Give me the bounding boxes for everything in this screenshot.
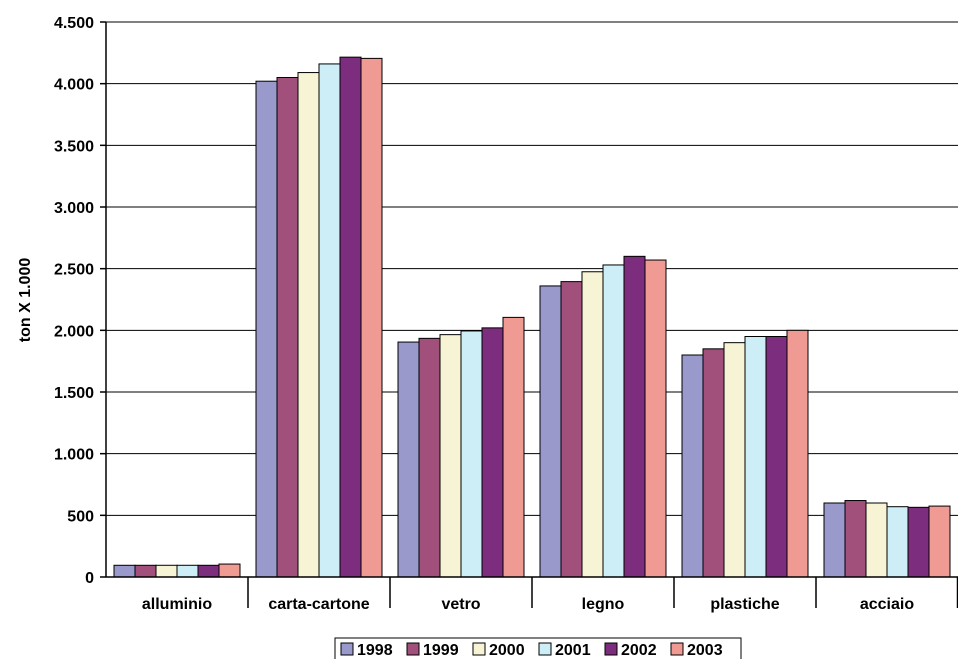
- legend-swatch-1998: [340, 642, 354, 656]
- bar-carta-cartone-2003: [360, 57, 383, 578]
- y-tick-label: 500: [67, 508, 94, 525]
- legend-label-1998: 1998: [357, 642, 393, 659]
- bar-vetro-2002: [481, 327, 504, 578]
- bar-vetro-2001: [460, 330, 483, 578]
- x-category-label: vetro: [441, 596, 480, 613]
- legend-label-2002: 2002: [621, 642, 657, 659]
- bar-legno-2003: [644, 259, 667, 578]
- legend-label-1999: 1999: [423, 642, 459, 659]
- legend-swatch-2002: [604, 642, 618, 656]
- legend-swatch-2000: [472, 642, 486, 656]
- bar-plastiche-2000: [723, 342, 746, 578]
- bar-vetro-1999: [418, 337, 441, 578]
- bar-acciaio-2001: [886, 506, 909, 578]
- bar-plastiche-1998: [681, 354, 704, 578]
- y-tick-label: 2.500: [54, 262, 94, 279]
- legend-swatch-2001: [538, 642, 552, 656]
- y-tick-label: 3.500: [54, 138, 94, 155]
- bar-plastiche-1999: [702, 348, 725, 578]
- y-tick-labels: 0 500 1.000 1.500 2.000 2.500 3.000 3.500 4.000 4…: [54, 15, 94, 587]
- axes: [100, 21, 958, 608]
- x-category-label: carta-cartone: [268, 596, 369, 613]
- bar-legno-2002: [623, 255, 646, 578]
- y-axis-title: ton X 1.000: [17, 258, 34, 343]
- bar-carta-cartone-2000: [297, 72, 320, 578]
- y-tick-label: 3.000: [54, 200, 94, 217]
- bar-legno-2000: [581, 271, 604, 578]
- legend-label-2001: 2001: [555, 642, 591, 659]
- bar-legno-1999: [560, 281, 583, 578]
- x-category-label: plastiche: [710, 596, 779, 613]
- gridlines: [106, 21, 958, 516]
- y-tick-label: 1.000: [54, 447, 94, 464]
- legend-swatch-2003: [670, 642, 684, 656]
- x-category-label: acciaio: [860, 596, 914, 613]
- bar-vetro-2000: [439, 334, 462, 578]
- y-tick-label: 4.000: [54, 77, 94, 94]
- y-tick-label: 4.500: [54, 15, 94, 32]
- legend-label-2000: 2000: [489, 642, 525, 659]
- bar-acciaio-2003: [928, 505, 951, 578]
- bar-vetro-1998: [397, 341, 420, 578]
- bar-carta-cartone-2002: [339, 56, 362, 578]
- bar-alluminio-2000: [155, 564, 178, 578]
- bar-plastiche-2001: [744, 336, 767, 578]
- bar-plastiche-2002: [765, 336, 788, 578]
- bar-acciaio-2000: [865, 502, 888, 578]
- bar-legno-2001: [602, 264, 625, 578]
- legend: 1998 1999 2000 2001 2002 2003: [334, 637, 742, 659]
- bar-carta-cartone-1999: [276, 77, 299, 578]
- bar-alluminio-1999: [134, 564, 157, 578]
- bar-carta-cartone-1998: [255, 80, 278, 578]
- x-category-label: legno: [582, 596, 625, 613]
- bar-alluminio-1998: [113, 564, 136, 578]
- legend-box: [334, 637, 742, 659]
- x-category-labels: alluminio carta-cartone vetro legno plastich…: [142, 596, 914, 613]
- bar-plastiche-2003: [786, 329, 809, 578]
- y-tick-label: 0: [85, 570, 94, 587]
- bar-carta-cartone-2001: [318, 63, 341, 578]
- bar-alluminio-2003: [218, 563, 241, 578]
- bar-alluminio-2002: [197, 564, 220, 578]
- bars: [113, 56, 951, 578]
- y-tick-label: 2.000: [54, 323, 94, 340]
- y-tick-label: 1.500: [54, 385, 94, 402]
- legend-label-2003: 2003: [687, 642, 723, 659]
- bar-legno-1998: [539, 285, 562, 578]
- legend-swatch-1999: [406, 642, 420, 656]
- bar-acciaio-1999: [844, 500, 867, 578]
- bar-vetro-2003: [502, 316, 525, 578]
- x-category-label: alluminio: [142, 596, 212, 613]
- bar-acciaio-2002: [907, 506, 930, 578]
- bar-acciaio-1998: [823, 502, 846, 578]
- bar-alluminio-2001: [176, 564, 199, 578]
